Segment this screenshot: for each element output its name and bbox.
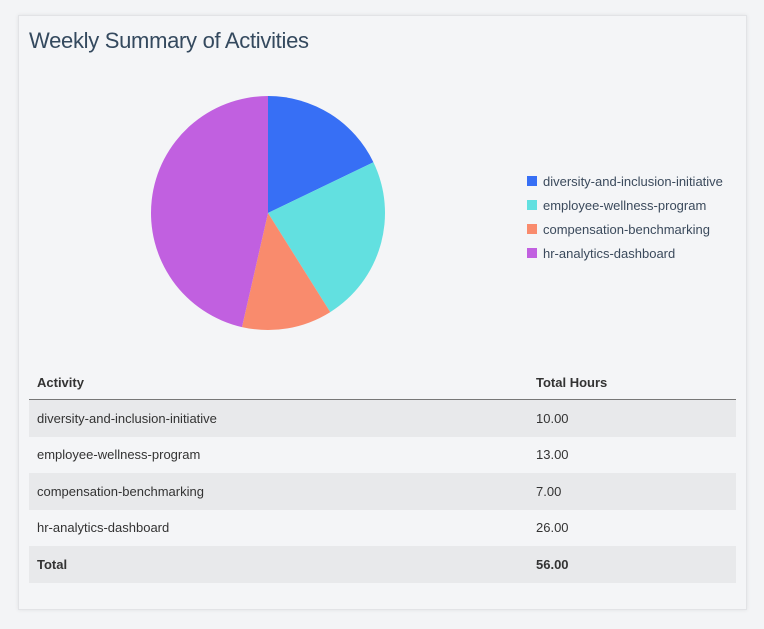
cell-hours: 10.00 [528, 399, 736, 437]
legend-label: hr-analytics-dashboard [543, 245, 676, 261]
total-row: Total 56.00 [29, 546, 736, 583]
summary-card: Weekly Summary of Activities diversity-a… [18, 15, 747, 610]
pie-slice-diversity-and-inclusion-initiative[interactable] [268, 96, 374, 213]
header-total-hours: Total Hours [528, 366, 736, 400]
total-value: 56.00 [528, 546, 736, 583]
legend-label: employee-wellness-program [543, 197, 707, 213]
cell-activity: employee-wellness-program [37, 447, 201, 463]
legend: diversity-and-inclusion-initiative emplo… [527, 169, 723, 265]
pie-chart [150, 95, 385, 330]
summary-table: Activity Total Hours diversity-and-inclus… [29, 366, 736, 583]
cell-hours: 7.00 [528, 473, 736, 510]
total-label: Total [29, 546, 528, 583]
table-header: Activity Total Hours [29, 366, 736, 400]
pie-slice-compensation-benchmarking[interactable] [241, 213, 331, 330]
page-title: Weekly Summary of Activities [29, 28, 309, 53]
cell-hours: 26.00 [536, 520, 569, 536]
legend-swatch [527, 224, 537, 234]
legend-swatch [527, 248, 537, 258]
legend-label: diversity-and-inclusion-initiative [543, 173, 723, 189]
table-row: hr-analytics-dashboard 26.00 [29, 510, 736, 547]
cell-activity: diversity-and-inclusion-initiative [29, 399, 528, 437]
legend-item[interactable]: employee-wellness-program [527, 193, 723, 217]
cell-hours: 13.00 [536, 447, 569, 463]
legend-item[interactable]: diversity-and-inclusion-initiative [527, 169, 723, 193]
cell-activity: hr-analytics-dashboard [37, 520, 170, 536]
legend-swatch [527, 176, 537, 186]
pie-slice-employee-wellness-program[interactable] [268, 162, 385, 313]
legend-swatch [527, 200, 537, 210]
table-row: diversity-and-inclusion-initiative 10.00 [29, 399, 736, 437]
table-row: compensation-benchmarking 7.00 [29, 473, 736, 510]
table-row: employee-wellness-program 13.00 [29, 437, 736, 474]
pie-slice-hr-analytics-dashboard[interactable] [150, 95, 268, 328]
cell-activity: compensation-benchmarking [29, 473, 528, 510]
legend-label: compensation-benchmarking [543, 221, 710, 237]
legend-item[interactable]: compensation-benchmarking [527, 217, 723, 241]
header-activity: Activity [29, 366, 528, 400]
legend-item[interactable]: hr-analytics-dashboard [527, 241, 723, 265]
